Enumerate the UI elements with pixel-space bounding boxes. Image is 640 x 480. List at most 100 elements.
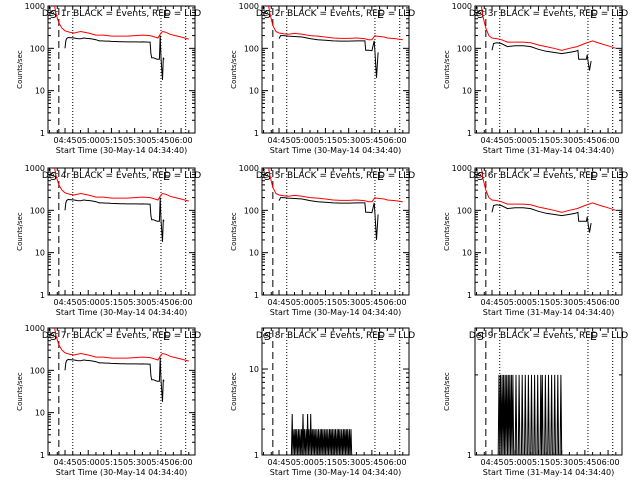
start-marker-label: S [264,8,271,21]
x-tick-label: 05:15 [100,458,123,467]
panel-det-7: Det 7r BLACK = Events, RED = LLD 1 10 100 10… [16,324,201,477]
x-axis-label: Start Time (31-May-14 04:34:40) [483,146,614,155]
panel-title: Det 1r BLACK = Events, RED = LLD [42,9,201,19]
plot-frame [261,5,410,134]
lld-series-line [480,168,616,213]
y-axis-label: Counts/sec [16,212,24,251]
plot-frame [47,327,196,456]
y-tick-label: 10 [249,87,259,96]
plot-frame [474,167,623,296]
x-axis-label: Start Time (31-May-14 04:34:40) [483,468,614,477]
panel-det-4: Det 4r BLACK = Events, RED = LLD 1 10 100 10… [16,164,201,317]
y-tick-label: 10 [249,365,259,374]
x-tick-label: 05:15 [100,298,123,307]
y-tick-label: 1 [254,291,259,300]
x-tick-label: 04:45 [53,458,76,467]
x-tick-label: 06:00 [384,458,407,467]
x-tick-label: 05:00 [291,298,314,307]
events-series-line [64,35,165,80]
end-marker-label: E [377,330,384,343]
y-tick-label: 10 [462,87,472,96]
y-tick-label: 1000 [239,164,259,173]
x-tick-label: 05:30 [123,458,146,467]
x-tick-label: 05:30 [123,136,146,145]
y-tick-label: 1000 [452,164,472,173]
y-tick-label: 1000 [25,324,45,333]
x-tick-label: 05:00 [77,136,100,145]
panel-det-3: Det 3r BLACK = Events, RED = LLD 1 10 100 10… [443,2,628,155]
y-tick-label: 100 [30,366,45,375]
plot-frame [261,327,410,456]
events-series-line [278,197,379,240]
y-tick-label: 1 [40,451,45,460]
y-tick-label: 10 [35,409,45,418]
panel-title: Det 6r BLACK = Events, RED = LLD [469,171,628,181]
x-tick-label: 04:45 [267,458,290,467]
lld-series-line [480,6,616,51]
lld-series-line [54,328,189,362]
x-tick-label: 04:45 [53,136,76,145]
panel-title: Det 2r BLACK = Events, RED = LLD [256,9,415,19]
events-series-line [491,42,592,71]
y-tick-label: 100 [457,44,472,53]
x-axis-label: Start Time (30-May-14 04:34:40) [56,308,187,317]
panel-det-6: Det 6r BLACK = Events, RED = LLD 1 10 100 10… [443,164,628,317]
x-tick-label: 04:45 [267,136,290,145]
plot-frame [261,167,410,296]
x-tick-label: 06:00 [597,458,620,467]
y-tick-label: 10 [35,87,45,96]
panel-title: Det 8r BLACK = Events, RED = LLD [256,331,415,341]
y-tick-label: 100 [457,206,472,215]
y-axis-label: Counts/sec [230,50,238,89]
x-axis-label: Start Time (30-May-14 04:34:40) [270,146,401,155]
x-tick-label: 05:45 [146,298,169,307]
y-axis-label: Counts/sec [443,372,451,411]
end-marker-label: E [590,8,597,21]
events-series-line [278,35,379,78]
x-tick-label: 05:45 [146,136,169,145]
plot-frame [47,5,196,134]
x-tick-label: 05:45 [573,298,596,307]
x-tick-label: 04:45 [267,298,290,307]
lld-series-line [268,6,403,41]
y-tick-label: 100 [244,206,259,215]
y-tick-label: 1 [254,129,259,138]
x-tick-label: 05:00 [291,458,314,467]
panel-det-1: Det 1r BLACK = Events, RED = LLD 1 10 100 10… [16,2,201,155]
y-tick-label: 1 [467,291,472,300]
y-tick-label: 1000 [452,2,472,11]
x-tick-label: 05:15 [100,136,123,145]
x-axis-label: Start Time (31-May-14 04:34:40) [483,308,614,317]
x-tick-label: 05:30 [123,298,146,307]
start-marker-label: S [264,170,271,183]
y-tick-label: 1000 [25,164,45,173]
panel-title: Det 3r BLACK = Events, RED = LLD [469,9,628,19]
y-tick-label: 1 [254,451,259,460]
y-tick-label: 100 [244,44,259,53]
panel-det-8: Det 8r BLACK = Events, RED = LLD 1 10 04:45… [230,327,415,477]
y-axis-label: Counts/sec [230,372,238,411]
y-tick-label: 100 [30,206,45,215]
x-tick-label: 05:30 [550,298,573,307]
panel-det-2: Det 2r BLACK = Events, RED = LLD 1 10 100 10… [230,2,415,155]
y-axis-label: Counts/sec [16,372,24,411]
x-tick-label: 05:30 [337,298,360,307]
y-tick-label: 1 [467,129,472,138]
x-tick-label: 05:30 [337,458,360,467]
x-tick-label: 05:15 [314,298,337,307]
x-tick-label: 05:45 [573,458,596,467]
y-tick-label: 1000 [25,2,45,11]
start-marker-label: S [477,8,484,21]
y-tick-label: 1 [40,129,45,138]
x-axis-label: Start Time (30-May-14 04:34:40) [270,468,401,477]
start-marker-label: S [50,8,57,21]
x-tick-label: 05:45 [360,298,383,307]
x-tick-label: 05:15 [527,136,550,145]
x-tick-label: 05:15 [314,458,337,467]
x-tick-label: 06:00 [384,136,407,145]
start-marker-label: S [477,170,484,183]
x-tick-label: 05:00 [504,136,527,145]
y-tick-label: 10 [35,249,45,258]
